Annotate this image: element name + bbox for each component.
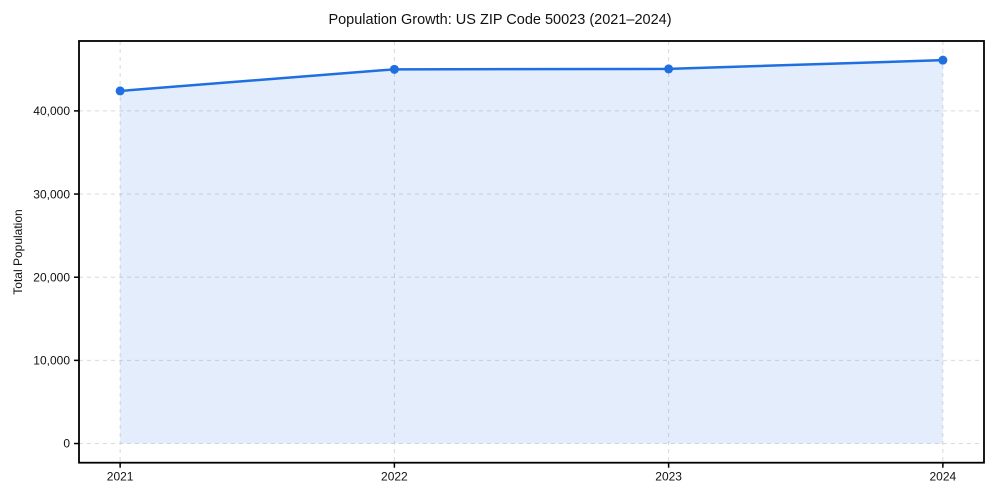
tick-labels: 2021 2022 2023 2024 0 10,000 20,000 30,000 40,00… [33,104,956,484]
data-point [115,86,125,96]
series-area [120,60,943,444]
data-points [115,55,948,96]
y-tick-label: 20,000 [33,270,70,284]
y-axis-label: Total Population [11,209,25,294]
axes-spines [78,40,985,464]
chart-title: Population Growth: US ZIP Code 50023 (20… [328,12,671,28]
area-fill [120,60,943,444]
plot-border [78,40,985,464]
y-tick-label: 30,000 [33,187,70,201]
data-point [938,55,948,65]
x-tick-label: 2021 [107,470,134,484]
series-line [118,58,945,93]
y-tick-label: 10,000 [33,354,70,368]
x-tick-label: 2024 [930,470,957,484]
y-tick-label: 40,000 [33,104,70,118]
x-tick-label: 2023 [655,470,682,484]
line-series [118,58,945,93]
x-tick-label: 2022 [381,470,408,484]
gridlines [79,41,984,463]
data-point [664,64,674,74]
tick-marks [74,110,944,468]
data-point [389,64,399,74]
y-tick-label: 0 [63,437,70,451]
